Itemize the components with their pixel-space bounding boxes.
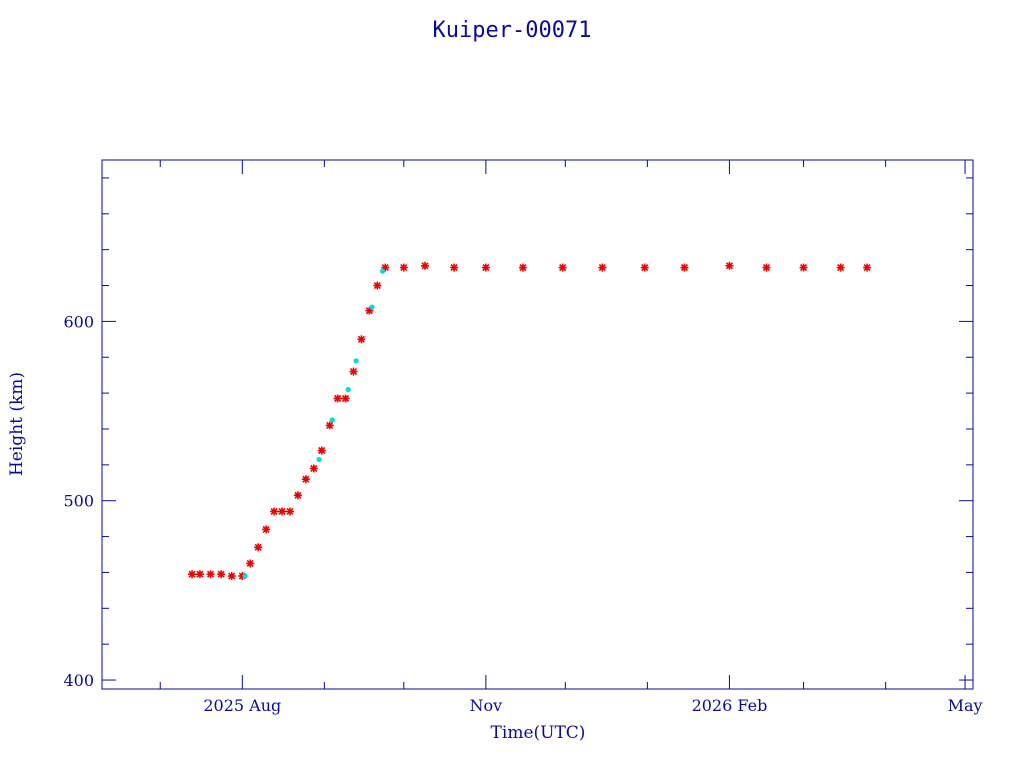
data-point [333, 394, 342, 403]
data-point [188, 570, 197, 579]
data-point [341, 394, 350, 403]
data-point [285, 507, 294, 516]
data-point [762, 263, 771, 272]
x-tick-labels: 2025 Aug Nov 2026 Feb May [203, 696, 982, 715]
data-point [420, 261, 429, 270]
data-point [293, 491, 302, 500]
data-point [799, 263, 808, 272]
axis-ticks [102, 160, 973, 689]
data-point [316, 456, 322, 463]
x-tick-label: 2025 Aug [203, 696, 281, 715]
y-tick-label: 500 [63, 492, 94, 511]
data-point [680, 263, 689, 272]
y-tick-label: 600 [63, 312, 94, 331]
data-point [349, 367, 358, 376]
data-point [640, 263, 649, 272]
data-point [262, 525, 271, 534]
y-axis-label: Height (km) [7, 372, 27, 476]
data-point [206, 570, 215, 579]
data-point [227, 572, 236, 581]
data-point [309, 464, 318, 473]
data-point [369, 304, 375, 310]
data-point [345, 386, 351, 393]
x-tick-label: May [948, 696, 983, 715]
data-point [217, 570, 226, 579]
data-point [246, 559, 255, 568]
x-axis-label: Time(UTC) [491, 723, 586, 743]
data-point [329, 417, 335, 423]
plot-frame [101, 159, 974, 690]
data-point [450, 263, 459, 272]
data-point [373, 281, 382, 290]
data-point [380, 268, 386, 274]
data-point [598, 263, 607, 272]
data-points [188, 261, 872, 581]
x-tick-label: Nov [470, 696, 503, 715]
data-point [278, 507, 287, 516]
data-point [325, 421, 334, 430]
y-tick-label: 400 [63, 671, 94, 690]
x-tick-label: 2026 Feb [692, 696, 768, 715]
data-point [836, 263, 845, 272]
data-point [558, 263, 567, 272]
data-point [863, 263, 872, 272]
data-point [242, 573, 248, 579]
data-point [399, 263, 408, 272]
data-point [301, 475, 310, 484]
data-point [195, 570, 204, 579]
data-point [353, 358, 359, 364]
data-point [725, 261, 734, 270]
data-point [481, 263, 490, 272]
data-point [317, 446, 326, 455]
data-point [270, 507, 279, 516]
chart-title: Kuiper-00071 [433, 18, 592, 43]
data-point [518, 263, 527, 272]
data-point [357, 335, 366, 344]
data-point [254, 543, 263, 552]
y-tick-labels: 400 500 600 [63, 312, 94, 690]
